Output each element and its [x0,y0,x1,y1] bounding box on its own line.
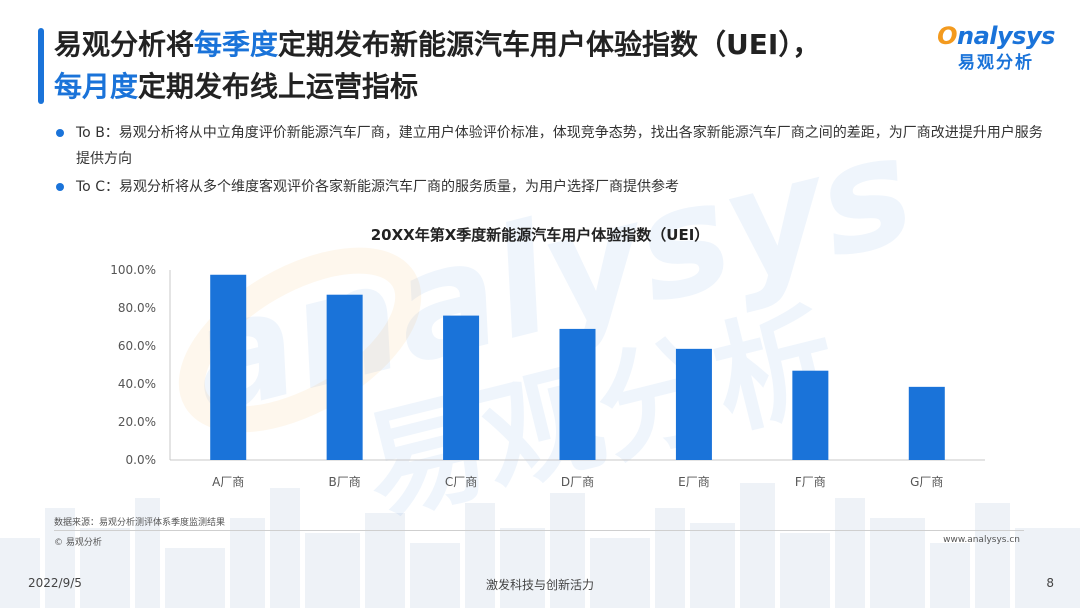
bullet-text-to-b: To B：易观分析将从中立角度评价新能源汽车厂商，建立用户体验评价标准，体现竞争… [76,125,1043,167]
title-accent-bar [38,28,44,104]
y-tick-label: 80.0% [118,301,156,315]
bar-e [675,348,712,460]
bar-g [908,386,945,460]
bullet-dot-icon [56,183,64,191]
bullet-item-to-c: To C：易观分析将从多个维度客观评价各家新能源汽车厂商的服务质量，为用户选择厂… [54,174,1054,200]
data-source-note: 数据来源：易观分析测评体系季度监测结果 [54,518,226,528]
title-part-3: 定期发布线上运营指标 [138,70,419,103]
bullet-dot-icon [56,129,64,137]
bar-f [792,370,829,460]
x-tick-label: D厂商 [561,474,594,489]
title-highlight-1: 每季度 [194,28,279,61]
logo-o-letter: O [937,22,958,50]
x-tick-label: B厂商 [329,474,361,489]
footer-date: 2022/9/5 [28,576,82,590]
footer-divider [54,530,1024,531]
page-title: 易观分析将每季度定期发布新能源汽车用户体验指数（UEI）， 每月度定期发布线上运… [54,24,954,108]
chart-title: 20XX年第X季度新能源汽车用户体验指数（UEI） [370,226,710,244]
title-part-2: 定期发布新能源汽车用户体验指数（UEI）， [278,28,821,61]
x-tick-label: C厂商 [445,474,477,489]
website-link[interactable]: www.analysys.cn [943,535,1020,545]
page-number: 8 [1046,576,1054,590]
title-part-1: 易观分析将 [54,28,195,61]
logo-english: Onalysys [936,22,1056,50]
x-tick-label: F厂商 [795,474,826,489]
copyright-text: © 易观分析 [54,538,102,548]
y-tick-label: 0.0% [126,453,157,467]
bar-d [559,328,596,460]
analysys-logo: Onalysys 易观分析 [936,22,1056,73]
bar-b [326,294,363,460]
bullet-item-to-b: To B：易观分析将从中立角度评价新能源汽车厂商，建立用户体验评价标准，体现竞争… [54,120,1054,172]
y-tick-label: 60.0% [118,339,156,353]
y-tick-label: 20.0% [118,415,156,429]
footer-slogan: 激发科技与创新活力 [485,578,594,592]
bullet-list: To B：易观分析将从中立角度评价新能源汽车厂商，建立用户体验评价标准，体现竞争… [54,120,1054,202]
x-tick-label: E厂商 [678,474,710,489]
bar-a [210,274,247,460]
x-tick-label: G厂商 [910,474,943,489]
logo-rest-letters: nalysys [957,22,1055,50]
bar-c [443,315,480,460]
y-tick-label: 40.0% [118,377,156,391]
x-tick-label: A厂商 [212,474,244,489]
bullet-text-to-c: To C：易观分析将从多个维度客观评价各家新能源汽车厂商的服务质量，为用户选择厂… [76,179,679,195]
title-highlight-2: 每月度 [54,70,139,103]
y-tick-label: 100.0% [110,263,156,277]
logo-chinese: 易观分析 [958,53,1034,73]
